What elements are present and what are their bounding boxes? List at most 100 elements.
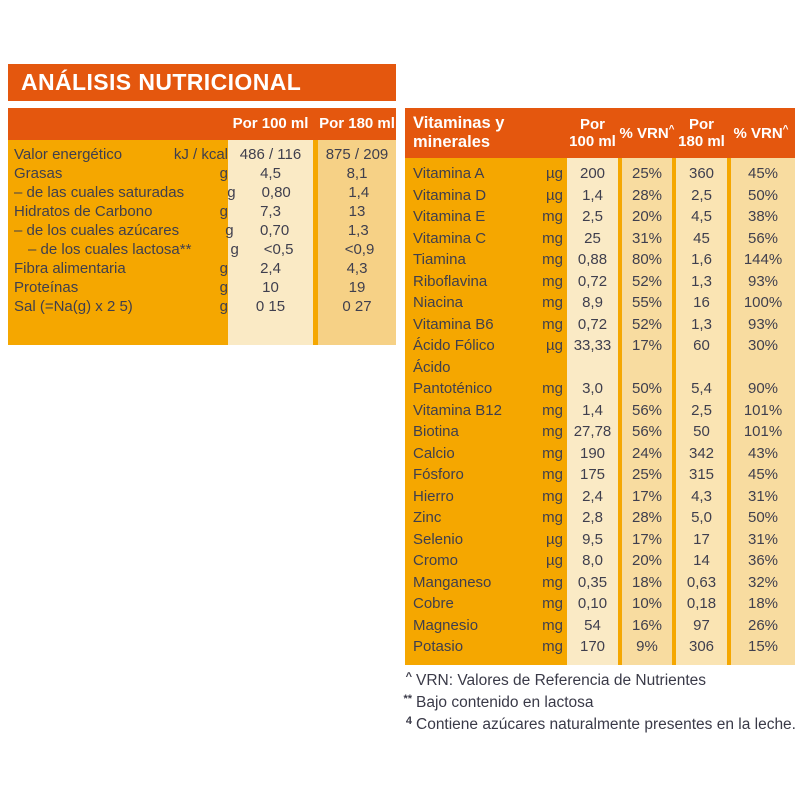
table-row: Zinc mg 2,8 28% 5,0 50% (405, 507, 795, 529)
footnote-text: Bajo contenido en lactosa (416, 694, 594, 711)
footnote-sugars: 4 Contiene azúcares naturalmente present… (396, 714, 796, 736)
table-row: Vitamina A µg 200 25% 360 45% (405, 163, 795, 185)
table-row: Biotina mg 27,78 56% 50 101% (405, 421, 795, 443)
value-vrn-180ml: 43% (747, 444, 779, 462)
value-vrn-100ml: 9% (636, 638, 658, 655)
table-row: Sal (=Na(g) x 2 5) g 0 15 0 27 (8, 297, 396, 316)
value-vrn-100ml: 20% (631, 208, 663, 225)
nutrient-unit: g (219, 279, 228, 296)
value-per-100ml: 8,0 (582, 552, 603, 569)
nutrient-unit: mg (542, 466, 563, 483)
value-per-100ml: 0,70 (260, 222, 290, 239)
value-vrn-180ml: 15% (747, 638, 779, 655)
macro-header-per-100ml: Por 100 ml (232, 115, 309, 132)
table-row: Hierro mg 2,4 17% 4,3 31% (405, 486, 795, 508)
table-row: Niacina mg 8,9 55% 16 100% (405, 292, 795, 314)
value-vrn-180ml: 38% (747, 208, 779, 225)
nutrient-label: Manganeso (413, 573, 492, 591)
table-row: Magnesio mg 54 16% 97 26% (405, 615, 795, 637)
table-row: Vitamina E mg 2,5 20% 4,5 38% (405, 206, 795, 228)
table-row: Cobre mg 0,10 10% 0,18 18% (405, 593, 795, 615)
value-per-180ml: 1,4 (348, 184, 370, 201)
value-vrn-100ml: 52% (631, 272, 663, 290)
value-vrn-180ml: 93% (747, 272, 779, 290)
table-row: Manganeso mg 0,35 18% 0,63 32% (405, 572, 795, 594)
table-row: Fósforo mg 175 25% 315 45% (405, 464, 795, 486)
footnote-vrn: ^ VRN: Valores de Referencia de Nutrient… (396, 670, 796, 692)
value-per-180ml: 0,18 (686, 595, 717, 612)
nutrient-label: Biotina (413, 423, 459, 440)
footnote-marker: ^ (405, 671, 412, 683)
value-per-100ml: 33,33 (573, 337, 612, 354)
nutrient-unit: mg (542, 509, 563, 526)
nutrient-unit: µg (546, 186, 563, 204)
nutrient-label: Vitamina B12 (413, 401, 502, 419)
vitamins-header-vrn-180ml: % VRN^ (727, 108, 795, 158)
value-per-100ml: 25 (584, 229, 601, 247)
value-vrn-100ml: 17% (631, 337, 663, 354)
column-label: Por 180 ml (678, 116, 725, 150)
vitamins-header-vrn-100ml: % VRN^ (618, 108, 676, 158)
table-row: – de los cuales azúcares g 0,70 1,3 (8, 221, 396, 240)
value-vrn-180ml: 45% (747, 466, 779, 483)
value-per-180ml: 360 (688, 165, 715, 182)
nutrient-unit: mg (542, 229, 563, 247)
macro-table-body: Valor energético kJ / kcal 486 / 116 875… (8, 140, 396, 345)
value-per-100ml: 0,88 (577, 251, 608, 268)
column-label: % VRN^ (733, 123, 789, 142)
nutrient-label: Hidratos de Carbono (14, 203, 153, 220)
nutrient-unit: mg (542, 401, 563, 419)
value-per-180ml: 306 (688, 638, 715, 655)
vitamins-header-per-180ml: Por 180 ml (676, 108, 727, 158)
value-vrn-180ml: 26% (747, 616, 779, 634)
nutrient-unit: g (227, 184, 236, 201)
vitamins-header-per-100ml: Por 100 ml (567, 108, 618, 158)
nutrient-unit: µg (546, 165, 563, 182)
nutrient-label: – de las cuales saturadas (14, 184, 185, 201)
nutrient-label: Niacina (413, 294, 464, 311)
value-per-180ml: 0,63 (686, 573, 717, 591)
value-per-100ml: 200 (579, 165, 606, 182)
value-per-100ml: 0,80 (261, 184, 291, 201)
table-row: Grasas g 4,5 8,1 (8, 164, 396, 183)
table-row: Selenio µg 9,5 17% 17 31% (405, 529, 795, 551)
vitamins-table-rows: Vitamina A µg 200 25% 360 45% Vitamina D… (405, 163, 795, 658)
nutrient-label: Proteínas (14, 279, 79, 296)
macro-header-per-180ml: Por 180 ml (319, 115, 395, 132)
nutrient-unit: mg (542, 272, 563, 290)
value-per-100ml: 7,3 (260, 203, 281, 220)
nutrient-label: Grasas (14, 165, 63, 182)
nutrient-label: Ácido Pantoténico (413, 358, 493, 398)
table-row: Ácido Fólico µg 33,33 17% 60 30% (405, 335, 795, 357)
nutrient-label: Cobre (413, 595, 454, 612)
value-per-180ml: 2,5 (691, 401, 712, 419)
footnote-text: VRN: Valores de Referencia de Nutrientes (416, 672, 707, 689)
table-row: – de los cuales lactosa** g <0,5 <0,9 (8, 240, 396, 259)
table-row: Vitamina B6 mg 0,72 52% 1,3 93% (405, 314, 795, 336)
column-label: Por 100 ml (569, 116, 616, 150)
table-row: Vitamina C mg 25 31% 45 56% (405, 228, 795, 250)
value-per-180ml: 14 (693, 552, 710, 569)
value-vrn-100ml: 25% (631, 165, 663, 182)
vitamins-table-body: Vitamina A µg 200 25% 360 45% Vitamina D… (405, 158, 795, 665)
value-vrn-100ml: 50% (631, 380, 663, 397)
value-per-100ml: <0,5 (263, 241, 294, 258)
value-vrn-180ml: 50% (747, 186, 779, 204)
value-per-180ml: 60 (693, 337, 710, 354)
column-band-vrn-180ml (731, 158, 795, 665)
value-vrn-100ml: 17% (631, 530, 663, 548)
value-vrn-100ml: 80% (631, 251, 663, 268)
value-per-100ml: 10 (262, 279, 279, 296)
nutrient-label: Vitamina E (413, 208, 486, 225)
value-vrn-180ml: 100% (743, 294, 783, 311)
nutrient-label: Sal (=Na(g) x 2 5) (14, 298, 133, 315)
vrn-footnote-caret: ^ (668, 123, 675, 135)
nutrient-label: Tiamina (413, 251, 466, 268)
nutrient-unit: g (230, 241, 239, 258)
value-per-180ml: 0 27 (342, 298, 372, 315)
value-per-180ml: 97 (693, 616, 710, 634)
footnote-marker: 4 (405, 715, 412, 727)
column-band-per-100ml (567, 158, 618, 665)
value-per-180ml: 16 (693, 294, 710, 311)
nutrient-unit: mg (542, 380, 563, 397)
